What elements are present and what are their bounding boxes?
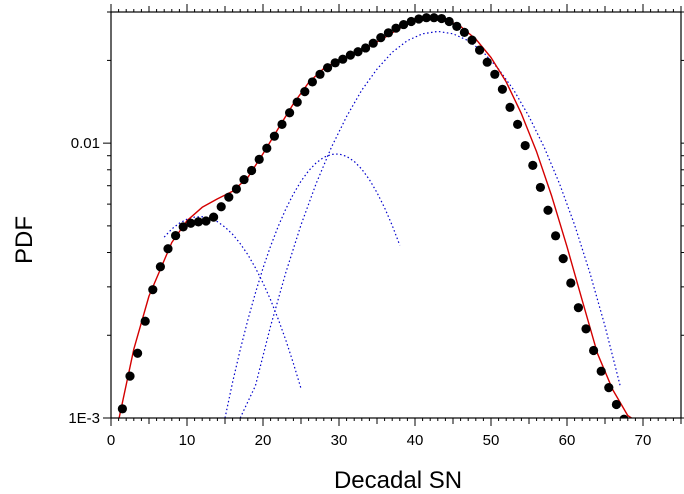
- data-point: [604, 383, 614, 393]
- data-point: [535, 182, 546, 193]
- data-point: [345, 50, 355, 60]
- data-point: [520, 140, 530, 151]
- data-point: [193, 217, 203, 227]
- data-point: [528, 160, 538, 170]
- data-point: [619, 414, 629, 418]
- data-point: [269, 131, 279, 141]
- plot-area: [117, 13, 633, 418]
- data-point: [330, 58, 340, 68]
- data-point: [406, 16, 416, 27]
- data-point: [163, 244, 173, 254]
- data-point: [178, 222, 188, 232]
- x-tick-label: 60: [559, 432, 576, 449]
- data-point: [437, 13, 447, 24]
- y-axis-title: PDF: [11, 216, 38, 264]
- data-point: [307, 77, 317, 87]
- y-axis: 1E-3 0.01: [68, 11, 684, 427]
- data-point: [459, 27, 469, 37]
- component-curve-3: [239, 30, 621, 418]
- data-point: [254, 154, 264, 164]
- data-point: [338, 54, 348, 64]
- data-point: [429, 13, 439, 23]
- data-point: [368, 38, 378, 48]
- data-point: [414, 14, 424, 24]
- data-point: [490, 69, 500, 79]
- data-point: [611, 399, 622, 410]
- data-point: [239, 174, 249, 185]
- data-point: [551, 231, 561, 241]
- data-point: [581, 324, 591, 334]
- x-tick-label: 40: [407, 432, 424, 449]
- data-point: [467, 35, 477, 45]
- data-point: [247, 165, 257, 176]
- data-point: [315, 69, 325, 79]
- data-point: [224, 192, 234, 202]
- data-point: [482, 57, 492, 67]
- data-point: [444, 16, 454, 27]
- x-tick-label: 10: [179, 432, 196, 449]
- data-point: [323, 63, 333, 73]
- data-point: [513, 119, 523, 129]
- data-point: [292, 97, 302, 107]
- data-point: [383, 28, 393, 38]
- data-point: [361, 43, 371, 53]
- data-point: [376, 33, 386, 43]
- plot-frame: [110, 11, 682, 419]
- data-point: [216, 202, 226, 212]
- data-point: [148, 285, 158, 295]
- data-point: [300, 86, 310, 97]
- data-point: [399, 19, 409, 30]
- data-point: [391, 23, 401, 33]
- data-point: [353, 47, 363, 57]
- data-point: [125, 371, 135, 381]
- data-point: [117, 404, 127, 414]
- component-curve-1: [163, 216, 302, 389]
- x-tick-label: 20: [255, 432, 272, 449]
- data-point: [133, 348, 143, 358]
- data-point: [209, 212, 219, 222]
- x-tick-label: 70: [635, 432, 652, 449]
- data-point: [277, 119, 287, 129]
- data-point: [155, 262, 165, 272]
- data-point: [171, 230, 181, 241]
- data-point: [589, 345, 599, 356]
- data-point: [475, 45, 485, 55]
- data-point: [201, 216, 211, 226]
- data-point: [558, 254, 568, 264]
- y-tick-label: 0.01: [71, 135, 100, 152]
- data-point: [262, 143, 272, 153]
- component-curve-2: [224, 153, 401, 418]
- x-axis-title: Decadal SN: [334, 467, 462, 494]
- x-tick-label: 30: [331, 432, 348, 449]
- x-tick-label: 0: [107, 432, 115, 449]
- data-point: [505, 102, 515, 112]
- data-point: [497, 84, 507, 94]
- data-point: [421, 13, 431, 23]
- data-point: [231, 184, 241, 194]
- data-point: [566, 278, 576, 288]
- data-point: [285, 108, 295, 118]
- data-point: [452, 21, 462, 31]
- data-point: [573, 303, 584, 313]
- data-point: [186, 218, 196, 228]
- data-point: [596, 366, 606, 376]
- data-point: [140, 316, 150, 326]
- y-tick-label: 1E-3: [68, 410, 100, 427]
- x-tick-label: 50: [483, 432, 500, 449]
- data-point: [543, 205, 553, 215]
